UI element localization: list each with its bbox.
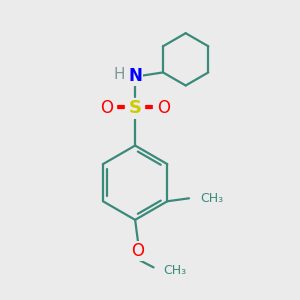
- Text: CH₃: CH₃: [164, 264, 187, 277]
- Text: O: O: [157, 99, 170, 117]
- Text: O: O: [100, 99, 113, 117]
- Text: S: S: [129, 99, 142, 117]
- Text: H: H: [113, 67, 124, 82]
- Text: O: O: [132, 242, 145, 260]
- Text: CH₃: CH₃: [200, 192, 223, 205]
- Text: N: N: [128, 67, 142, 85]
